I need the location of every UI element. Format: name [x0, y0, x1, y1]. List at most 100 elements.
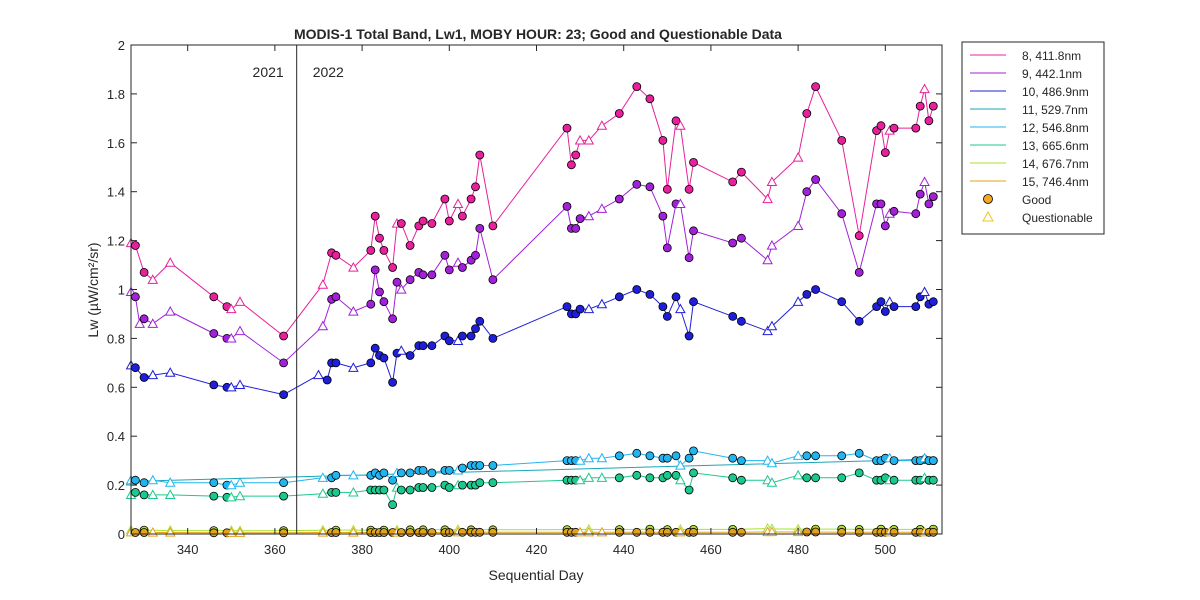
good-point	[427, 528, 437, 537]
good-point	[689, 446, 698, 456]
questionable-point	[234, 325, 246, 336]
questionable-point	[675, 460, 686, 470]
good-point	[466, 194, 476, 204]
y-tick-label: 0.8	[107, 331, 125, 346]
good-point	[671, 292, 681, 302]
good-point	[632, 527, 642, 537]
good-point	[662, 453, 672, 463]
good-point	[684, 485, 694, 495]
good-point	[139, 314, 149, 324]
good-point	[418, 483, 428, 492]
good-point	[396, 528, 406, 537]
good-point	[689, 297, 698, 307]
series-3	[125, 285, 938, 400]
questionable-point	[596, 120, 608, 130]
good-point	[209, 491, 219, 501]
good-point	[876, 199, 886, 209]
good-point	[689, 226, 698, 236]
good-point	[689, 468, 698, 478]
good-point	[737, 527, 746, 537]
y-tick-label: 1.6	[107, 136, 125, 151]
good-point	[279, 358, 289, 368]
good-point	[671, 470, 681, 480]
good-point	[471, 324, 480, 334]
questionable-point	[234, 477, 246, 487]
legend-label: 13, 665.6nm	[1022, 139, 1089, 153]
y-tick-label: 0	[118, 527, 125, 542]
good-point	[728, 177, 738, 187]
good-point	[475, 150, 485, 160]
questionable-point	[317, 488, 329, 498]
questionable-point	[792, 296, 804, 306]
good-point	[737, 456, 746, 466]
good-point	[427, 219, 437, 228]
good-point	[444, 265, 454, 275]
questionable-point	[762, 325, 773, 336]
legend-label: Questionable	[1022, 211, 1093, 225]
good-point	[571, 223, 581, 233]
questionable-point	[583, 210, 595, 221]
good-point	[645, 94, 655, 104]
good-point	[658, 135, 668, 145]
good-point	[684, 331, 694, 341]
legend: 8, 411.8nm 9, 442.1nm 10, 486.9nm 11, 529.7…	[961, 41, 1105, 235]
good-point	[457, 463, 467, 473]
x-tick-label: 440	[613, 542, 635, 557]
good-point	[209, 329, 219, 338]
good-point	[889, 475, 899, 485]
good-point	[331, 250, 341, 260]
questionable-point	[164, 477, 176, 487]
legend-label: 8, 411.8nm	[1022, 49, 1081, 63]
good-point	[130, 241, 140, 250]
questionable-point	[596, 472, 608, 482]
good-point	[405, 241, 415, 250]
good-point	[396, 468, 406, 478]
good-point	[396, 485, 406, 495]
good-point	[614, 109, 624, 118]
good-point	[396, 219, 406, 228]
good-point	[737, 475, 746, 485]
good-point	[928, 527, 938, 537]
good-point	[562, 201, 572, 211]
questionable-point	[317, 320, 329, 331]
good-point	[331, 358, 341, 368]
y-tick-label: 0.6	[107, 380, 125, 395]
y-tick-label: 1.2	[107, 234, 125, 249]
good-point	[444, 465, 454, 475]
good-point	[575, 304, 585, 314]
good-point	[614, 292, 624, 302]
good-point	[662, 527, 672, 537]
good-point	[854, 527, 864, 537]
good-point	[811, 285, 820, 294]
good-point	[209, 478, 219, 488]
good-point	[802, 527, 812, 537]
series-line	[130, 178, 934, 364]
questionable-point	[766, 477, 778, 487]
good-point	[684, 453, 694, 463]
legend-label: 12, 546.8nm	[1022, 121, 1089, 135]
questionable-point	[919, 286, 930, 297]
good-point	[915, 189, 925, 199]
good-point	[614, 527, 624, 537]
good-point	[689, 527, 698, 537]
good-point	[405, 485, 415, 495]
x-tick-label: 420	[526, 542, 548, 557]
good-point	[802, 187, 812, 197]
x-tick-label: 340	[177, 542, 199, 557]
good-point	[689, 157, 698, 167]
good-point	[854, 316, 864, 326]
good-point	[928, 192, 938, 202]
questionable-point	[919, 83, 930, 94]
good-point	[562, 302, 572, 312]
good-point	[854, 231, 864, 241]
good-point	[662, 470, 672, 480]
y-tick-label: 1	[118, 283, 125, 298]
questionable-point	[225, 381, 237, 392]
questionable-point	[766, 320, 778, 331]
questionable-point	[583, 472, 595, 482]
legend-good-marker	[983, 194, 993, 204]
questionable-point	[317, 472, 329, 482]
good-point	[854, 448, 864, 458]
questionable-point	[348, 486, 359, 497]
